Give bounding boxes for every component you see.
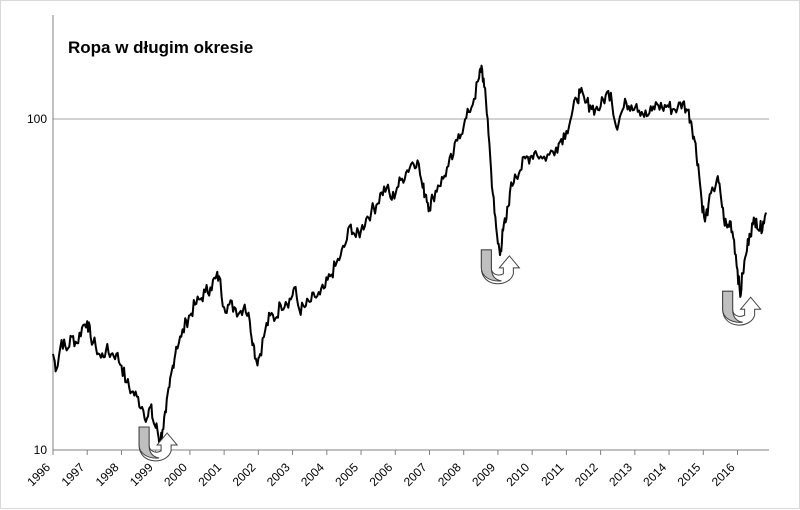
x-tick-label: 2010 <box>503 460 532 489</box>
x-tick-label: 2008 <box>435 460 464 489</box>
x-tick-label: 1999 <box>127 460 156 489</box>
x-tick-label: 2000 <box>161 460 190 489</box>
x-tick-label: 2014 <box>640 460 669 489</box>
x-tick-label: 2013 <box>606 460 635 489</box>
series-layer <box>52 64 768 445</box>
x-tick-label: 2015 <box>675 460 704 489</box>
x-tick-label: 2006 <box>367 460 396 489</box>
x-tick-label: 1998 <box>93 460 122 489</box>
x-tick-label: 2005 <box>332 460 361 489</box>
y-axis-ticks: 10 100 <box>27 112 47 457</box>
annotations-layer <box>138 249 762 462</box>
x-tick-label: 1997 <box>59 460 88 489</box>
x-tick-label: 2012 <box>572 460 601 489</box>
x-tick-label: 2001 <box>195 460 224 489</box>
x-tick-label: 2004 <box>298 460 327 489</box>
x-tick-label: 2007 <box>401 460 430 489</box>
axes <box>52 15 769 451</box>
u-turn-arrow-icon <box>480 249 521 285</box>
u-turn-shaded <box>138 426 160 459</box>
y-tick-label: 100 <box>27 112 47 126</box>
x-tick-label: 2009 <box>469 460 498 489</box>
x-tick-label: 1996 <box>24 460 53 489</box>
u-turn-shaded <box>480 249 502 282</box>
x-tick-label: 2016 <box>709 460 738 489</box>
u-turn-arrow-icon <box>722 290 762 326</box>
series-line <box>52 64 768 445</box>
x-tick-label: 2002 <box>230 460 259 489</box>
y-tick-label: 10 <box>34 443 48 457</box>
u-turn-shaded <box>722 290 743 323</box>
x-axis-ticks: 1996 1997 1998 1999 2000 2001 2002 2003 2004 2005… <box>24 450 739 489</box>
x-tick-label: 2011 <box>538 460 566 488</box>
u-turn-arrow-icon <box>138 426 179 462</box>
x-tick-label: 2003 <box>264 460 293 489</box>
chart-title: Ropa w długim okresie <box>68 38 253 57</box>
